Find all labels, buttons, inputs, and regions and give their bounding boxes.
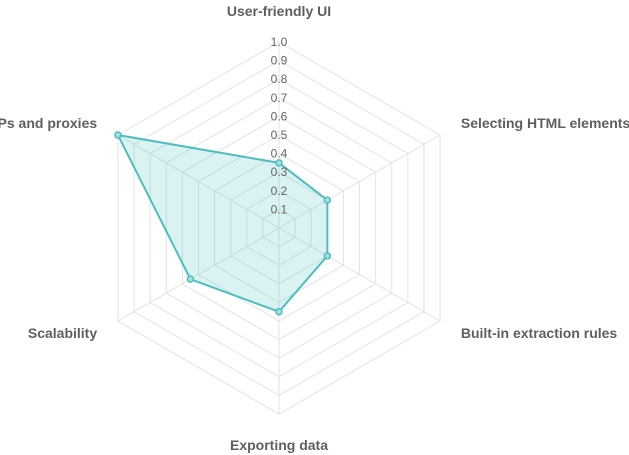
tick-label: 0.1 <box>271 202 288 216</box>
data-point <box>275 159 283 167</box>
tick-label: 0.9 <box>271 54 288 68</box>
data-point <box>323 196 332 204</box>
tick-label: 1.0 <box>271 35 288 49</box>
axis-label: IPs and proxies <box>0 115 97 131</box>
radar-tick-labels: 0.1 0.2 0.3 0.4 0.5 0.6 0.7 0.8 0.9 1.0 <box>271 35 288 216</box>
data-point <box>323 252 332 260</box>
axis-label: Exporting data <box>230 437 328 453</box>
tick-label: 0.6 <box>271 109 288 123</box>
spoke <box>117 134 280 229</box>
radar-axis-labels: User-friendly UI Selecting HTML elements B… <box>0 3 629 453</box>
axis-label: Built-in extraction rules <box>461 325 618 341</box>
radar-spokes <box>117 42 441 414</box>
spoke <box>117 227 280 322</box>
tick-label: 0.7 <box>271 91 288 105</box>
tick-label: 0.2 <box>271 184 288 198</box>
spoke <box>278 134 441 229</box>
tick-label: 0.4 <box>271 147 288 161</box>
axis-label: Selecting HTML elements <box>461 115 629 131</box>
axis-label: Scalability <box>28 325 97 341</box>
tick-label: 0.8 <box>271 72 288 86</box>
data-point <box>114 131 122 139</box>
tick-label: 0.3 <box>271 165 288 179</box>
radar-series <box>114 131 332 316</box>
data-point <box>275 307 283 316</box>
tick-label: 0.5 <box>271 128 288 142</box>
spoke <box>278 227 441 322</box>
series-area <box>116 134 329 313</box>
data-point <box>186 275 195 283</box>
axis-label: User-friendly UI <box>227 3 331 19</box>
